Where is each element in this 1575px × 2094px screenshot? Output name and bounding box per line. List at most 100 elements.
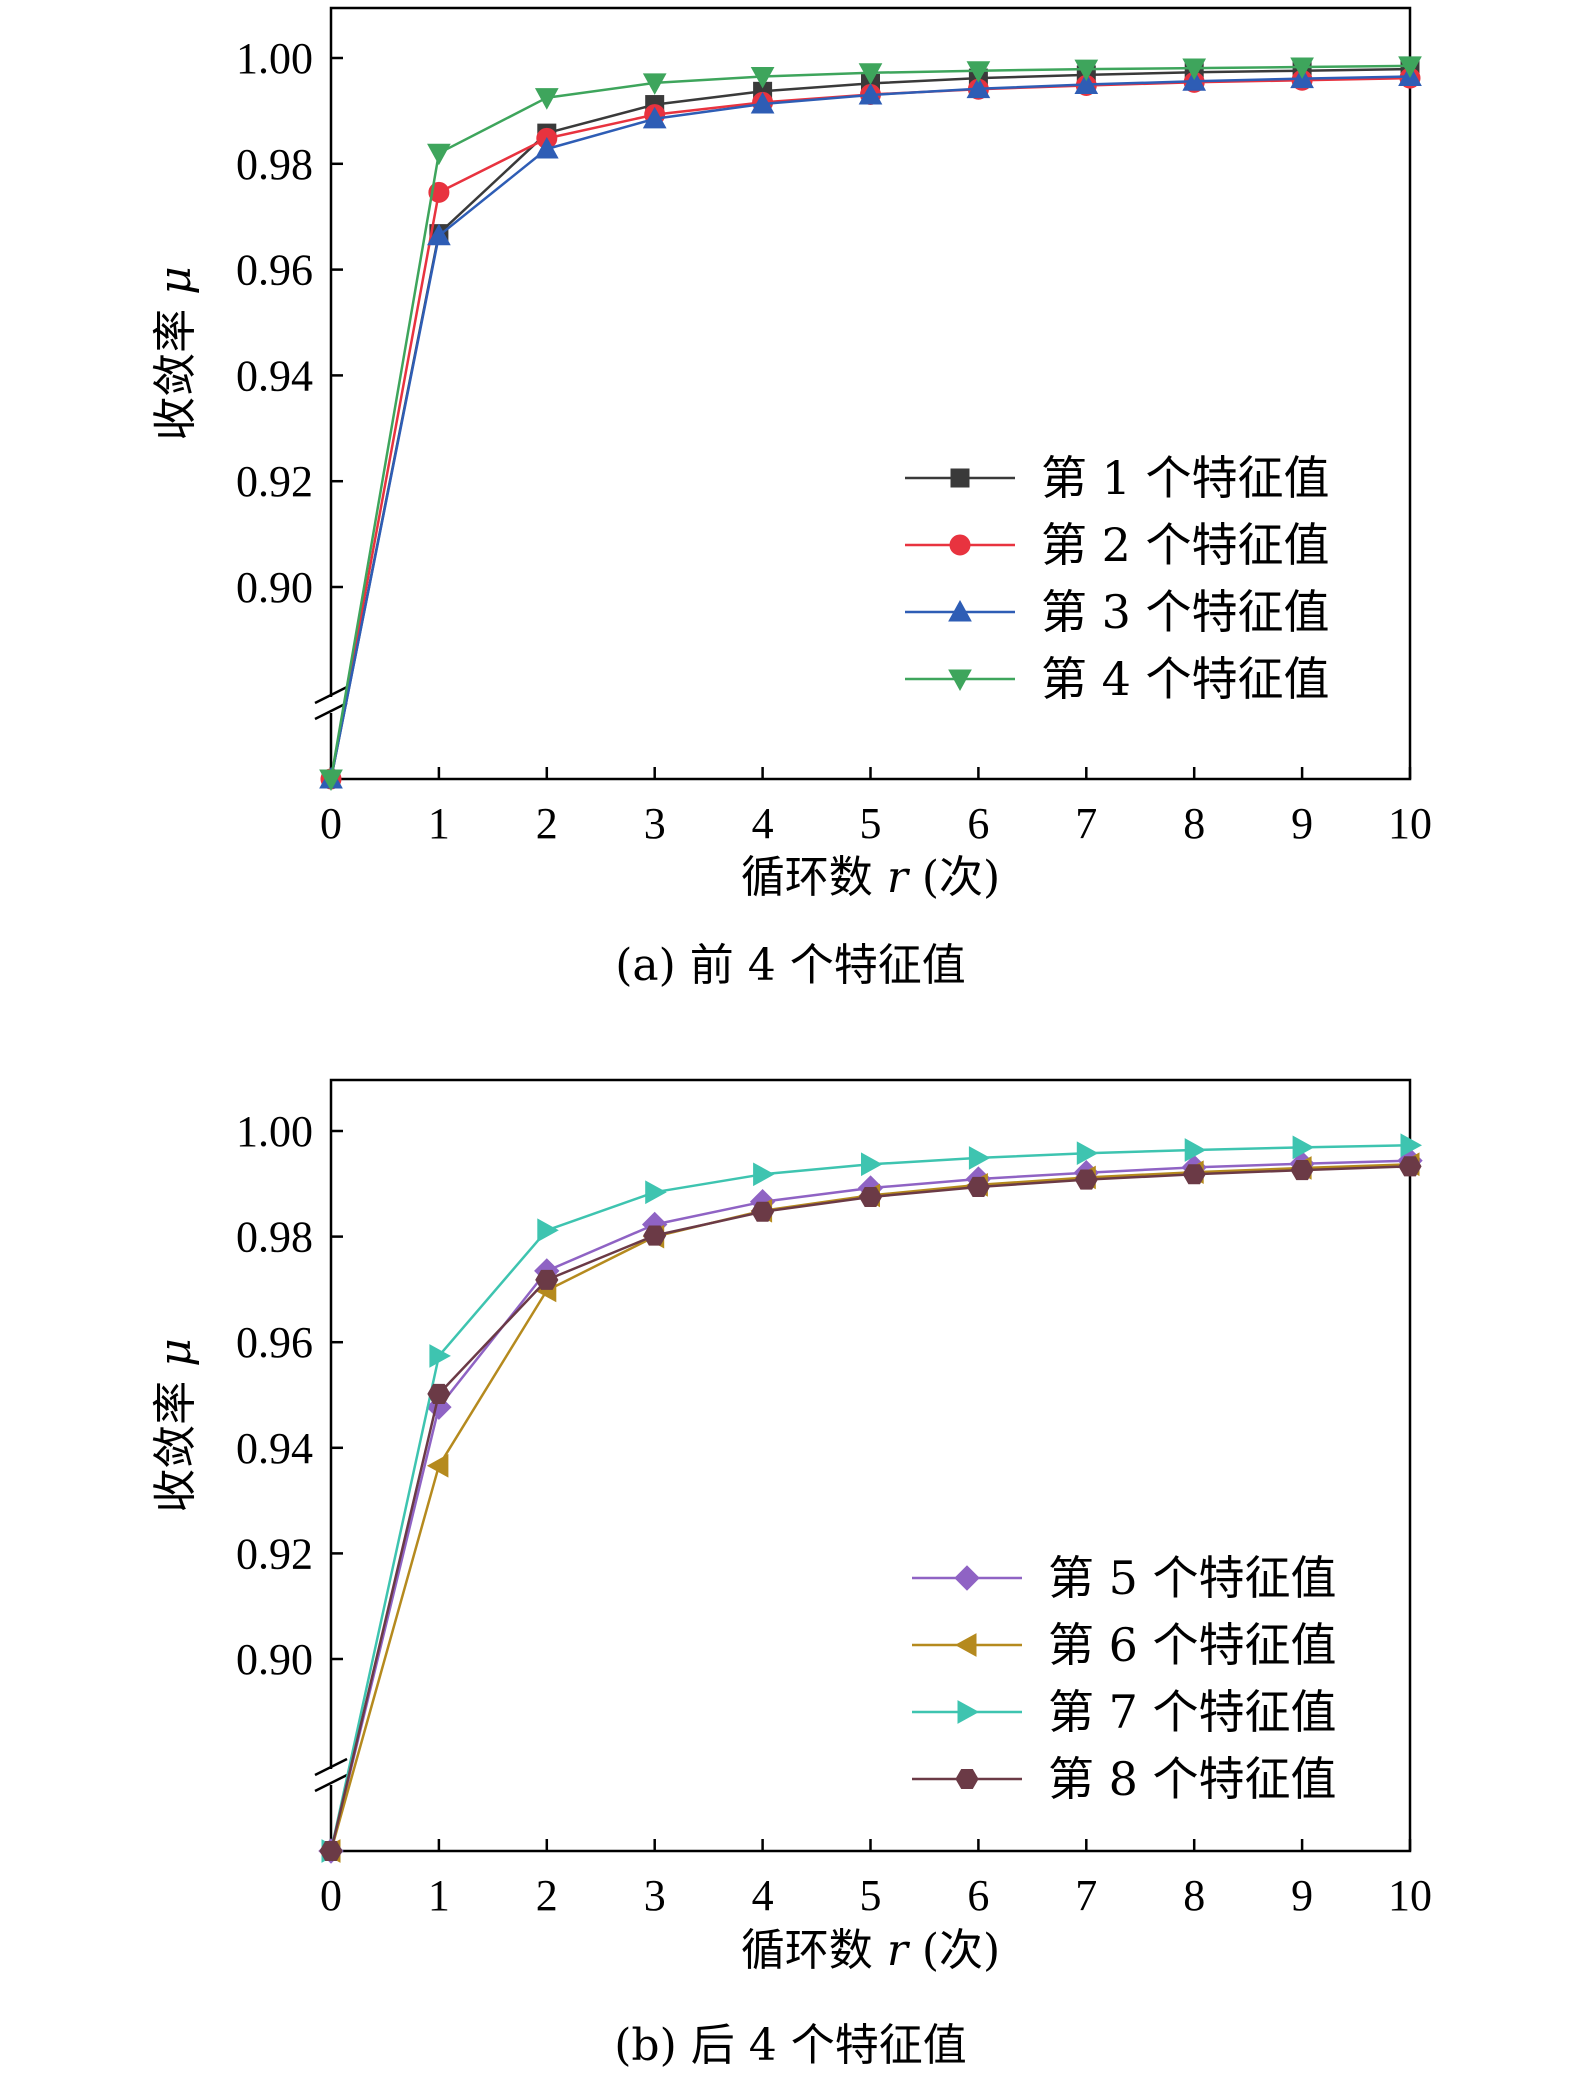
y-axis-label-text: 收敛率 [150,1367,201,1513]
x-tick-label: 3 [644,799,666,848]
legend-marker [950,468,970,488]
data-point [1290,1160,1314,1181]
x-tick-label: 9 [1291,1871,1313,1920]
data-point [966,61,991,83]
x-axis-label-var: r [887,852,911,903]
data-point [1074,72,1099,94]
x-tick-label: 4 [752,799,774,848]
x-tick-label: 7 [1075,799,1097,848]
x-tick-label: 1 [428,799,450,848]
chart-panel-b: 0.90 0.92 0.94 0.96 0.98 1.00 0 1 2 3 4 5 6 7 8 9 10 循环数 … [150,1078,1432,2071]
x-tick-label: 2 [536,1871,558,1920]
x-axis-label: 循环数 r (次) [741,1925,1000,1976]
y-axis-label-var: μ [150,1338,201,1367]
y-tick-label: 0.94 [236,1424,313,1473]
data-point [858,82,883,105]
legend-entry: 第 1 个特征值 [905,451,1330,505]
x-tick-label: 7 [1075,1871,1097,1920]
legend-label: 第 4 个特征值 [1041,652,1330,706]
axis-break-mark [314,1757,348,1777]
y-tick-label: 0.96 [236,1318,313,1367]
legend-label: 第 7 个特征值 [1048,1685,1337,1739]
legend-marker [949,534,971,556]
y-tick-label: 0.96 [236,246,313,295]
data-point [319,1841,343,1861]
axis-break-mark [314,1773,348,1793]
legend-entry: 第 4 个特征值 [905,652,1330,706]
legend-label: 第 1 个特征值 [1041,451,1330,505]
legend-label: 第 6 个特征值 [1048,1618,1337,1672]
legend-label: 第 2 个特征值 [1041,518,1330,572]
data-point [534,88,559,110]
data-point [966,1176,990,1197]
x-tick-label: 6 [967,799,989,848]
x-axis-label-var: r [887,1925,911,1976]
legend-label: 第 5 个特征值 [1048,1551,1337,1605]
x-tick-label: 0 [320,1871,342,1920]
x-tick-label: 2 [536,799,558,848]
data-point [319,769,343,792]
data-point [1074,59,1099,82]
x-tick-label: 10 [1388,799,1432,848]
legend-entry: 第 7 个特征值 [912,1685,1337,1739]
data-point [858,1187,883,1207]
data-point [643,1225,667,1246]
y-tick-label: 0.90 [236,1635,313,1684]
legend-marker [948,599,972,622]
y-axis-label-text: 收敛率 [150,295,201,441]
x-tick-label: 8 [1183,1871,1205,1920]
data-point [1076,1141,1099,1166]
y-tick-label: 0.90 [236,563,313,612]
data-point [426,1453,449,1478]
axis-break-gap [327,697,335,713]
y-tick-label: 1.00 [236,34,313,83]
data-point [1398,1156,1422,1177]
data-point [1292,1135,1315,1160]
data-point [429,1344,451,1368]
series-line [329,1144,1411,1852]
y-tick-label: 0.98 [236,140,313,189]
legend-entry: 第 5 个特征值 [912,1551,1337,1605]
data-point [861,1152,883,1177]
data-point [753,1162,775,1187]
data-point [1184,1138,1207,1162]
legend-marker [954,1633,977,1657]
data-point [427,223,451,246]
x-axis-label-unit: (次) [908,852,1000,903]
y-axis-label: 收敛率 μ [150,266,201,441]
legend-entry: 第 2 个特征值 [905,518,1330,572]
x-tick-label: 3 [644,1871,666,1920]
panel-caption: (a) 前 4 个特征值 [615,940,966,991]
data-point [1182,58,1207,81]
legend-marker [954,1565,980,1591]
y-tick-label: 1.00 [236,1107,313,1156]
axis-break-mark [314,701,348,721]
data-point [535,1269,559,1290]
data-point [1290,57,1314,80]
axis-break-gap [327,1769,335,1785]
x-tick-label: 5 [860,799,882,848]
data-point [750,91,775,114]
data-point [1400,1133,1423,1158]
x-tick-label: 1 [428,1871,450,1920]
data-point [427,1383,451,1404]
axis-break-mark [314,685,348,705]
series-line [329,1163,1411,1852]
legend-marker [955,1769,979,1789]
x-axis-label: 循环数 r (次) [741,852,1000,903]
data-point [1182,69,1207,91]
series-4 [319,1156,1422,1861]
series-line [329,1159,1411,1852]
legend-entry: 第 6 个特征值 [912,1618,1337,1672]
series-4 [319,56,1422,792]
data-point [1074,1169,1098,1190]
data-point [1398,56,1422,78]
y-tick-label: 0.92 [236,457,313,506]
data-point [858,63,883,85]
y-axis-label-var: μ [150,266,201,295]
x-tick-label: 5 [860,1871,882,1920]
legend-label: 第 3 个特征值 [1041,585,1330,639]
legend-marker [948,669,972,692]
x-tick-label: 4 [752,1871,774,1920]
